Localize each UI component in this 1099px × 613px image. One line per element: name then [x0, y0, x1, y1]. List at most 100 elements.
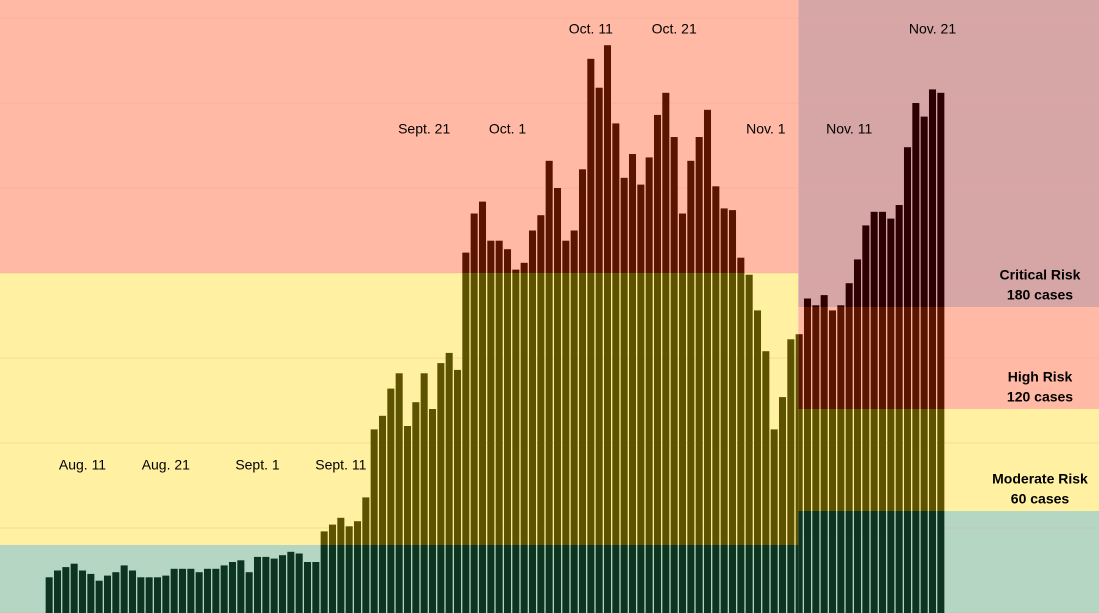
risk-level-name: High Risk — [1008, 369, 1073, 385]
date-label: Aug. 11 — [59, 457, 106, 473]
bar — [937, 92, 945, 613]
bar — [220, 565, 228, 613]
bar — [612, 123, 620, 613]
bar — [403, 426, 412, 613]
bar — [628, 154, 637, 613]
date-label: Aug. 21 — [142, 457, 190, 473]
bar — [453, 369, 462, 613]
bar — [528, 230, 537, 613]
bar — [562, 240, 570, 613]
bar — [78, 570, 87, 613]
bar — [187, 568, 195, 613]
bar — [728, 210, 737, 613]
bar — [387, 388, 395, 613]
bar — [478, 201, 487, 613]
bar — [803, 298, 812, 613]
bar — [137, 577, 145, 613]
bar — [412, 402, 420, 613]
date-label: Oct. 1 — [489, 121, 527, 137]
bar — [920, 116, 928, 613]
bar — [195, 572, 203, 613]
date-label: Nov. 1 — [746, 121, 786, 137]
bar — [328, 524, 337, 613]
bar — [653, 114, 662, 613]
bar — [670, 137, 678, 613]
bar — [245, 572, 253, 613]
bar — [178, 568, 187, 613]
bar — [295, 553, 303, 613]
bar — [837, 305, 845, 613]
bar — [587, 58, 595, 613]
bar — [753, 310, 762, 613]
risk-level-name: Moderate Risk — [992, 471, 1088, 487]
bar — [320, 531, 328, 613]
bar — [637, 184, 645, 613]
bar — [812, 305, 820, 613]
bar — [887, 218, 895, 613]
bar — [595, 87, 603, 613]
bar — [778, 397, 787, 613]
bar — [120, 565, 128, 613]
bar — [912, 103, 920, 613]
bar — [762, 351, 770, 613]
bar — [203, 568, 212, 613]
bar — [53, 570, 62, 613]
bar — [445, 352, 453, 613]
bar — [828, 310, 837, 613]
bar — [437, 363, 445, 613]
bar — [520, 262, 528, 613]
risk-level-name: Critical Risk — [1000, 267, 1081, 283]
bar — [820, 295, 828, 613]
bar — [512, 269, 520, 613]
bar — [712, 186, 720, 613]
bar — [578, 169, 587, 613]
bar — [687, 160, 695, 613]
bar — [153, 577, 162, 613]
bar — [170, 568, 178, 613]
bar — [878, 211, 887, 613]
bar — [853, 259, 862, 613]
bar — [795, 334, 803, 613]
date-label: Oct. 11 — [569, 21, 613, 37]
bar — [695, 137, 703, 613]
bar — [737, 257, 745, 613]
bar — [770, 429, 778, 613]
bar — [87, 573, 95, 613]
bar — [428, 409, 437, 613]
bar — [928, 89, 937, 613]
bar — [495, 240, 503, 613]
bar — [353, 521, 362, 613]
bar — [603, 45, 612, 613]
bar — [845, 283, 853, 613]
bar — [112, 572, 120, 613]
risk-zone — [798, 0, 1099, 308]
bar — [362, 497, 370, 613]
bar — [270, 558, 278, 613]
bar — [395, 373, 403, 613]
date-label: Sept. 1 — [235, 457, 280, 473]
bar — [128, 570, 137, 613]
date-label: Sept. 21 — [398, 121, 450, 137]
bar — [337, 517, 345, 613]
bar — [45, 577, 53, 613]
bar — [420, 373, 428, 613]
bar — [703, 109, 712, 613]
bar — [62, 567, 70, 613]
risk-level-value: 120 cases — [1007, 389, 1073, 405]
bar — [228, 562, 237, 613]
bar — [645, 157, 653, 613]
bar — [287, 551, 295, 613]
bar — [70, 563, 78, 613]
bar — [570, 230, 578, 613]
bar — [262, 556, 270, 613]
bar — [278, 555, 287, 613]
bar — [470, 213, 478, 613]
bar — [620, 177, 628, 613]
bar — [103, 575, 112, 613]
bar — [370, 429, 378, 613]
bar — [345, 526, 353, 613]
date-label: Sept. 11 — [315, 457, 366, 473]
date-label: Nov. 21 — [909, 21, 956, 37]
date-label: Oct. 21 — [652, 21, 697, 37]
